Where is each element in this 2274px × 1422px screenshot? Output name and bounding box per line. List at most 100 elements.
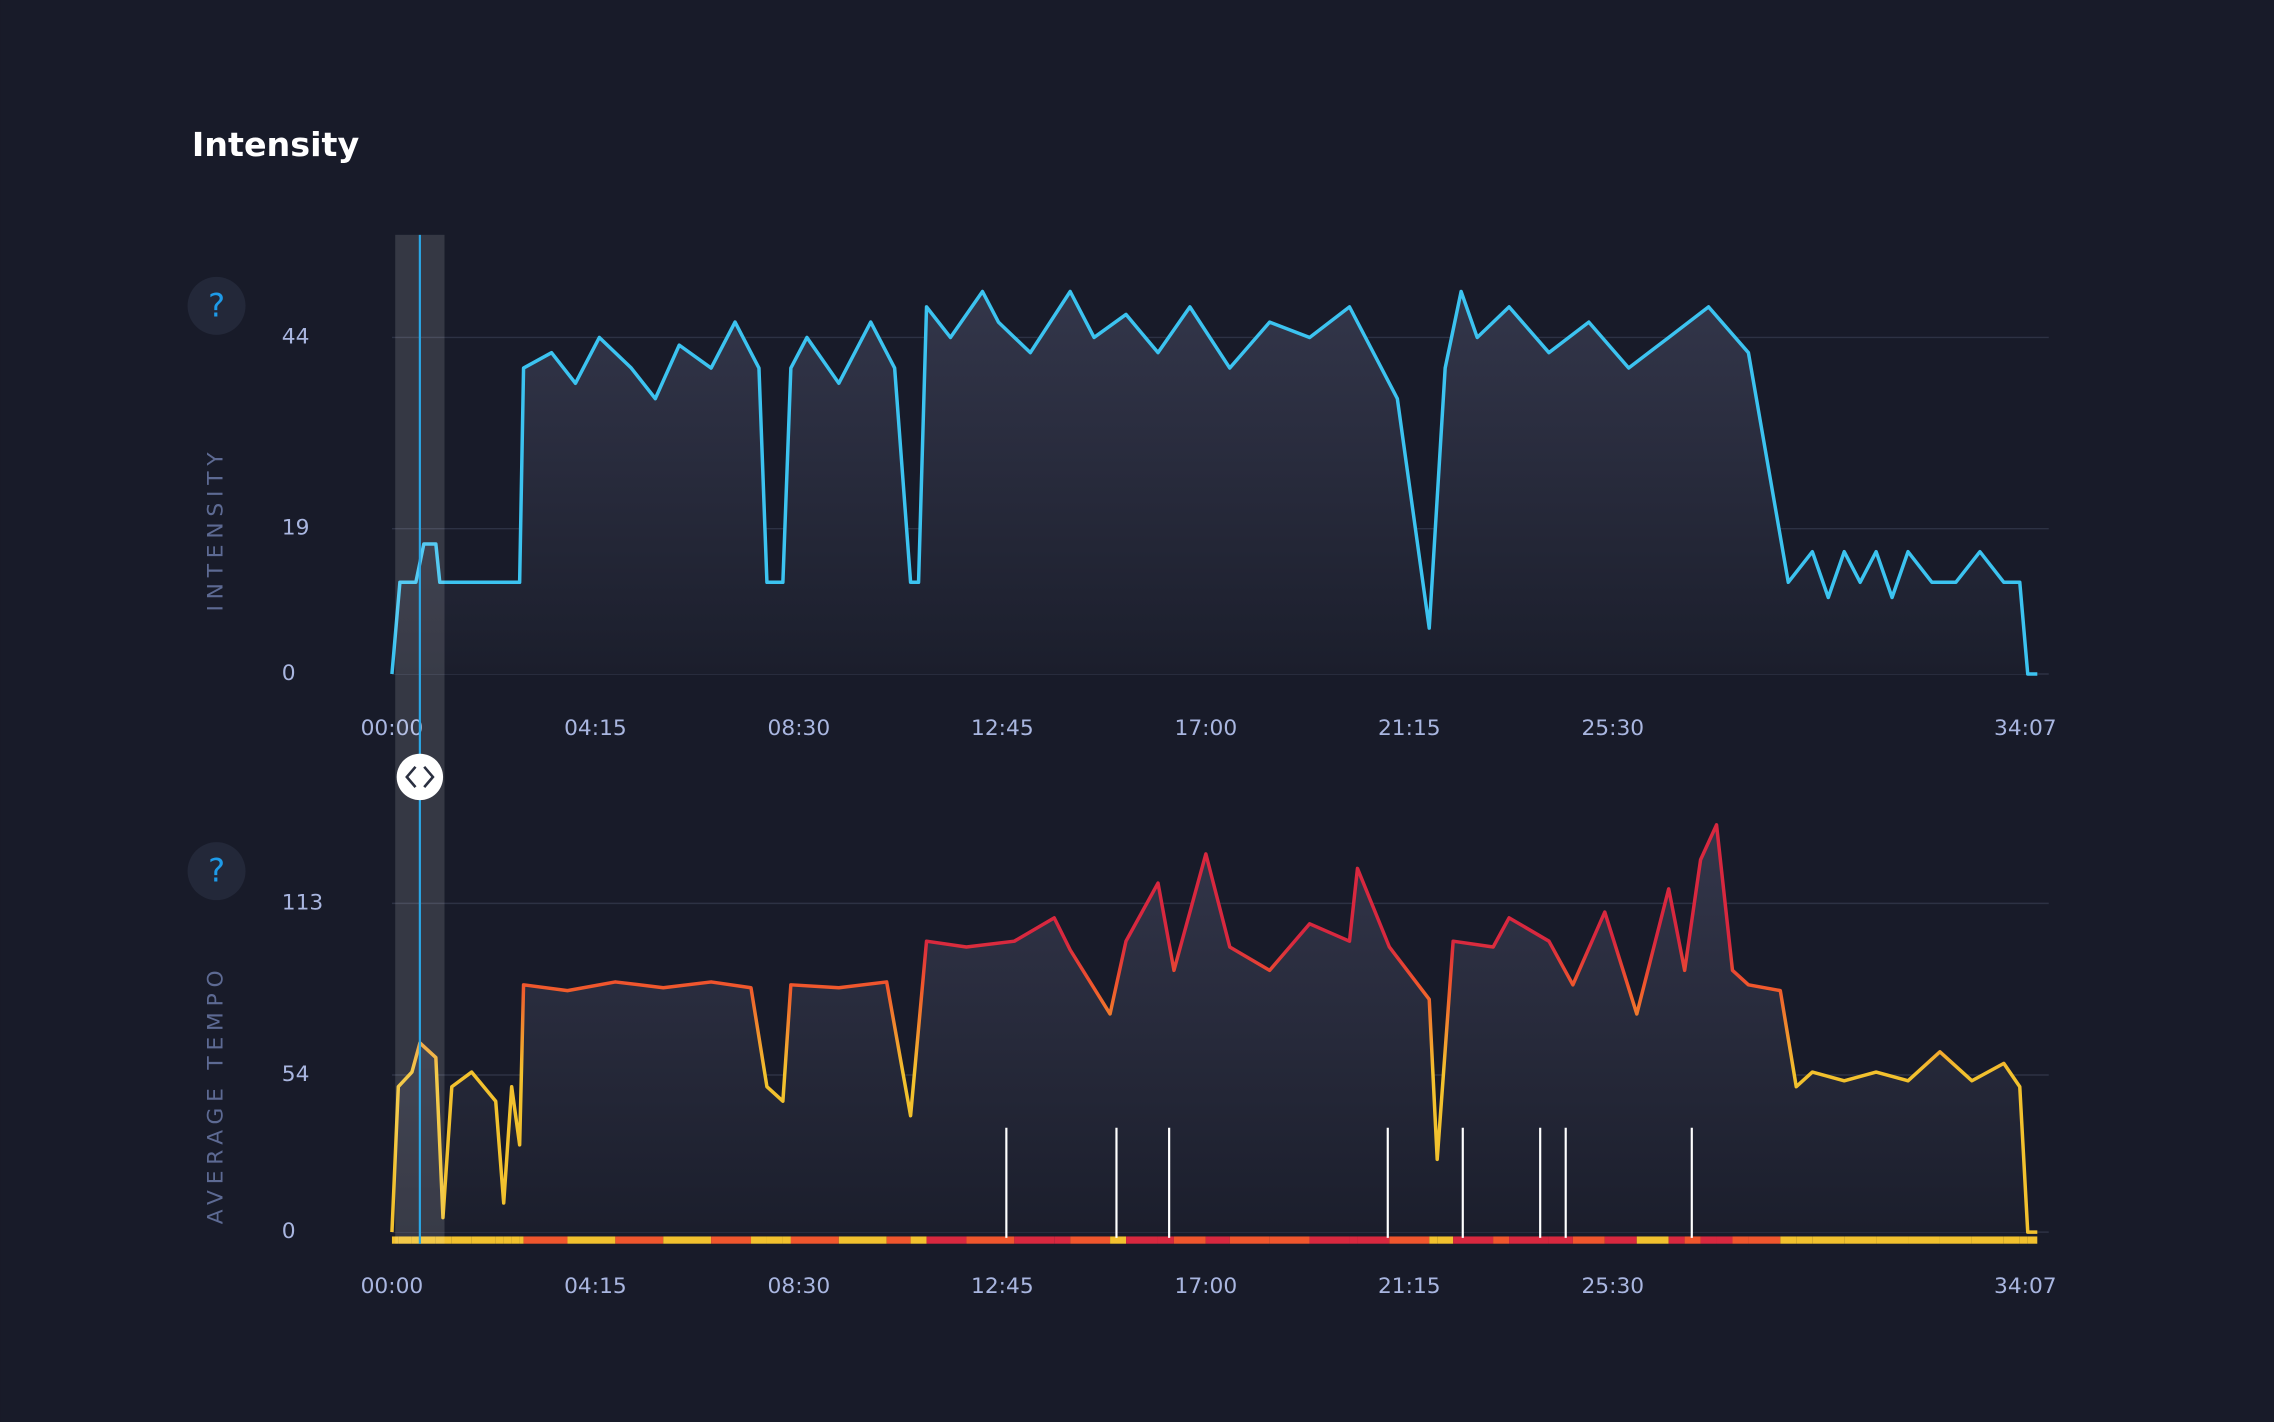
y-tick-label: 54: [282, 1062, 310, 1087]
zone-strip: [1668, 1236, 1685, 1244]
help-icon[interactable]: ?: [208, 852, 225, 890]
zone-strip: [711, 1236, 752, 1244]
zone-strip: [1110, 1236, 1127, 1244]
zone-strip: [615, 1236, 664, 1244]
zone-strip: [1604, 1236, 1637, 1244]
zone-strip: [519, 1236, 524, 1244]
y-axis-title: INTENSITY: [204, 447, 229, 612]
data-line: [390, 823, 2038, 1234]
zone-strip: [1876, 1236, 1909, 1244]
zone-strip: [1126, 1236, 1158, 1244]
y-tick-label: 0: [282, 661, 296, 686]
zone-strip: [886, 1236, 911, 1244]
zone-strip: [1844, 1236, 1877, 1244]
zone-strip: [567, 1236, 616, 1244]
zone-strip: [910, 1236, 927, 1244]
zone-strip: [1173, 1236, 1206, 1244]
x-tick-label: 25:30: [1581, 1274, 1644, 1299]
area-fill: [391, 824, 2038, 1233]
zone-strip: [751, 1236, 767, 1244]
zone-strip: [511, 1236, 520, 1244]
x-tick-label: 04:15: [564, 716, 627, 741]
zone-strip: [1971, 1236, 2004, 1244]
zone-strip: [1229, 1236, 1270, 1244]
zone-strip: [1437, 1236, 1454, 1244]
x-tick-label: 34:07: [1994, 716, 2057, 741]
x-tick-label: 34:07: [1994, 1274, 2057, 1299]
zone-strip: [790, 1236, 839, 1244]
x-tick-label: 17:00: [1175, 1274, 1238, 1299]
x-tick-label: 00:00: [361, 1274, 424, 1299]
y-tick-label: 0: [282, 1219, 296, 1244]
zone-strip: [1636, 1236, 1669, 1244]
handle-chevrons: [405, 765, 435, 788]
zone-strip: [663, 1236, 712, 1244]
zone-strip: [1509, 1236, 1549, 1244]
zone-strip: [1780, 1236, 1797, 1244]
zone-strip: [1908, 1236, 1940, 1244]
zone-strip: [1157, 1236, 1174, 1244]
zone-strip: [1548, 1236, 1573, 1244]
y-axis-title: AVERAGE TEMPO: [204, 965, 229, 1225]
zone-strip: [1389, 1236, 1430, 1244]
y-tick-label: 19: [282, 516, 310, 541]
zone-strip: [1812, 1236, 1845, 1244]
zone-strip: [1070, 1236, 1111, 1244]
zone-strip: [1014, 1236, 1055, 1244]
zone-strip: [766, 1236, 783, 1244]
x-tick-label: 00:00: [361, 716, 424, 741]
zone-strip: [1269, 1236, 1310, 1244]
zone-strip: [435, 1236, 444, 1244]
zone-strip: [926, 1236, 967, 1244]
y-tick-label: 44: [282, 324, 310, 349]
zone-strip: [1700, 1236, 1717, 1244]
area-fill: [391, 291, 2038, 675]
zone-strip: [443, 1236, 452, 1244]
zone-strip: [1732, 1236, 1749, 1244]
zone-strip: [503, 1236, 512, 1244]
zone-strip: [411, 1236, 420, 1244]
zone-strip: [1684, 1236, 1701, 1244]
zone-strip: [419, 1236, 436, 1244]
x-tick-label: 12:45: [971, 716, 1034, 741]
help-button[interactable]: [187, 276, 246, 335]
data-line: [390, 289, 2038, 676]
zone-strip: [2003, 1236, 2020, 1244]
zone-strip: [451, 1236, 472, 1244]
x-tick-label: 25:30: [1581, 716, 1644, 741]
zone-strip: [838, 1236, 887, 1244]
zone-strip: [2019, 1236, 2028, 1244]
page-title: Intensity: [192, 125, 360, 164]
cursor-handle[interactable]: [396, 753, 444, 801]
x-tick-label: 17:00: [1175, 716, 1238, 741]
y-tick-label: 113: [282, 890, 323, 915]
x-tick-label: 08:30: [768, 716, 831, 741]
help-button[interactable]: [187, 842, 246, 901]
zone-strip: [1796, 1236, 1813, 1244]
zone-strip: [2027, 1236, 2038, 1244]
zone-strip: [391, 1236, 399, 1244]
zone-strip: [1572, 1236, 1605, 1244]
zone-strip: [782, 1236, 791, 1244]
zone-strip: [495, 1236, 504, 1244]
zone-strip: [471, 1236, 496, 1244]
x-tick-label: 04:15: [564, 1274, 627, 1299]
zone-strip: [1748, 1236, 1781, 1244]
zone-strip: [1453, 1236, 1494, 1244]
zone-strip: [966, 1236, 1015, 1244]
zone-strip: [1429, 1236, 1438, 1244]
zone-strip: [1716, 1236, 1733, 1244]
zone-strip: [523, 1236, 568, 1244]
zone-strip: [1357, 1236, 1390, 1244]
zone-strip: [1054, 1236, 1071, 1244]
help-icon[interactable]: ?: [208, 286, 225, 324]
zone-strip: [1493, 1236, 1510, 1244]
zone-strip: [1205, 1236, 1230, 1244]
x-tick-label: 08:30: [768, 1274, 831, 1299]
zone-strip: [398, 1236, 412, 1244]
x-tick-label: 21:15: [1378, 716, 1441, 741]
zone-strip: [1349, 1236, 1358, 1244]
zone-strip: [1939, 1236, 1972, 1244]
x-tick-label: 21:15: [1378, 1274, 1441, 1299]
